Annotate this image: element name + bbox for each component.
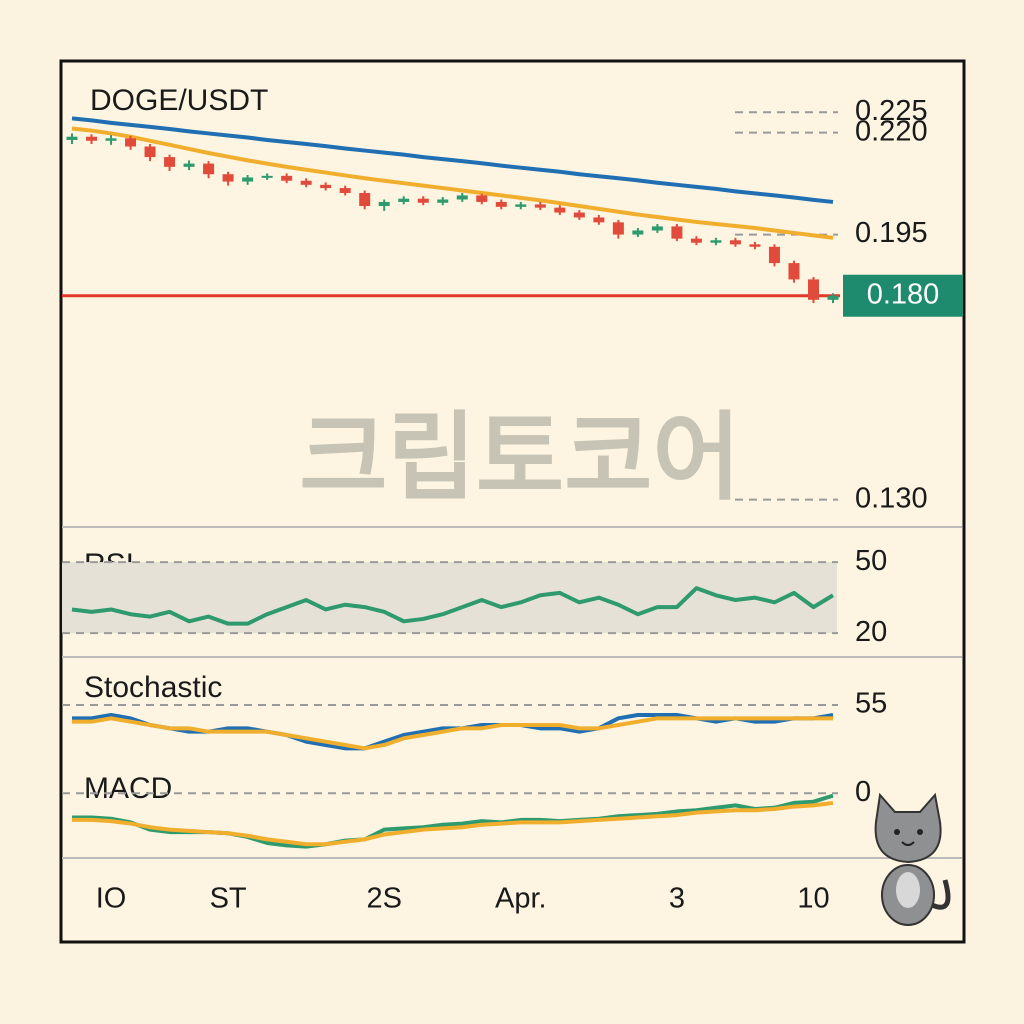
y-tick-label: 55 — [855, 688, 887, 720]
cat-icon — [874, 792, 951, 926]
panel-title: DOGE/USDT — [90, 84, 268, 117]
x-tick-label: 3 — [669, 883, 685, 915]
line-series — [72, 716, 833, 751]
candle-body — [222, 174, 234, 182]
candle-body — [515, 204, 527, 207]
candle-body — [398, 198, 410, 202]
y-tick-label: 50 — [855, 545, 887, 577]
candle-body — [632, 230, 644, 235]
watermark: 크립토코어 — [299, 404, 741, 511]
price-badge-label: 0.180 — [867, 278, 940, 310]
candle-body — [749, 244, 761, 247]
panel-title: MACD — [84, 772, 172, 805]
candle-body — [378, 201, 390, 207]
frame — [59, 59, 966, 944]
candle-body — [476, 195, 488, 202]
candle-body — [593, 217, 605, 223]
line-series — [71, 116, 834, 204]
candle-body — [86, 136, 98, 141]
candle-body — [164, 157, 176, 167]
candle-body — [261, 175, 273, 178]
candle-body — [671, 226, 683, 239]
y-tick-label: 0.220 — [855, 115, 928, 147]
candle-body — [690, 238, 702, 243]
candle-body — [203, 163, 215, 175]
x-tick-label: Apr. — [495, 883, 547, 915]
candle-body — [710, 240, 722, 243]
candle-body — [437, 199, 449, 203]
candle-body — [807, 279, 819, 300]
x-tick-label: 2S — [366, 883, 401, 915]
candle-body — [827, 295, 839, 300]
candle-body — [456, 195, 468, 200]
candle-body — [788, 263, 800, 280]
candle-body — [242, 177, 254, 182]
price-badge — [843, 274, 963, 317]
candle-body — [573, 212, 585, 218]
line-series — [72, 800, 834, 847]
candle-body — [729, 240, 741, 245]
candle-body — [339, 188, 351, 193]
candle-body — [495, 201, 507, 207]
candle-body — [417, 198, 429, 203]
line-series — [71, 586, 835, 626]
y-tick-label: 0 — [855, 776, 871, 808]
candle-body — [534, 204, 546, 208]
candle-body — [554, 207, 566, 213]
candle-body — [144, 146, 156, 158]
candle-body — [320, 184, 332, 189]
candle-body — [66, 136, 78, 140]
line-series — [71, 126, 834, 240]
y-tick-label: 0.195 — [855, 217, 928, 249]
candle-body — [125, 138, 137, 147]
candle-body — [612, 222, 624, 235]
candle-body — [183, 163, 195, 167]
candle-body — [105, 138, 117, 141]
y-tick-label: 20 — [855, 616, 887, 648]
x-tick-label: ST — [210, 883, 247, 915]
candle-body — [768, 246, 780, 264]
x-tick-label: IO — [96, 883, 127, 915]
candle-body — [281, 175, 293, 181]
candle-body — [359, 192, 371, 207]
candle-body — [651, 226, 663, 231]
candle-body — [300, 180, 312, 185]
y-tick-label: 0.130 — [855, 482, 928, 514]
x-tick-label: 10 — [797, 883, 829, 915]
y-tick-label: 0.225 — [855, 95, 928, 127]
panel-title: Stochastic — [84, 671, 222, 704]
